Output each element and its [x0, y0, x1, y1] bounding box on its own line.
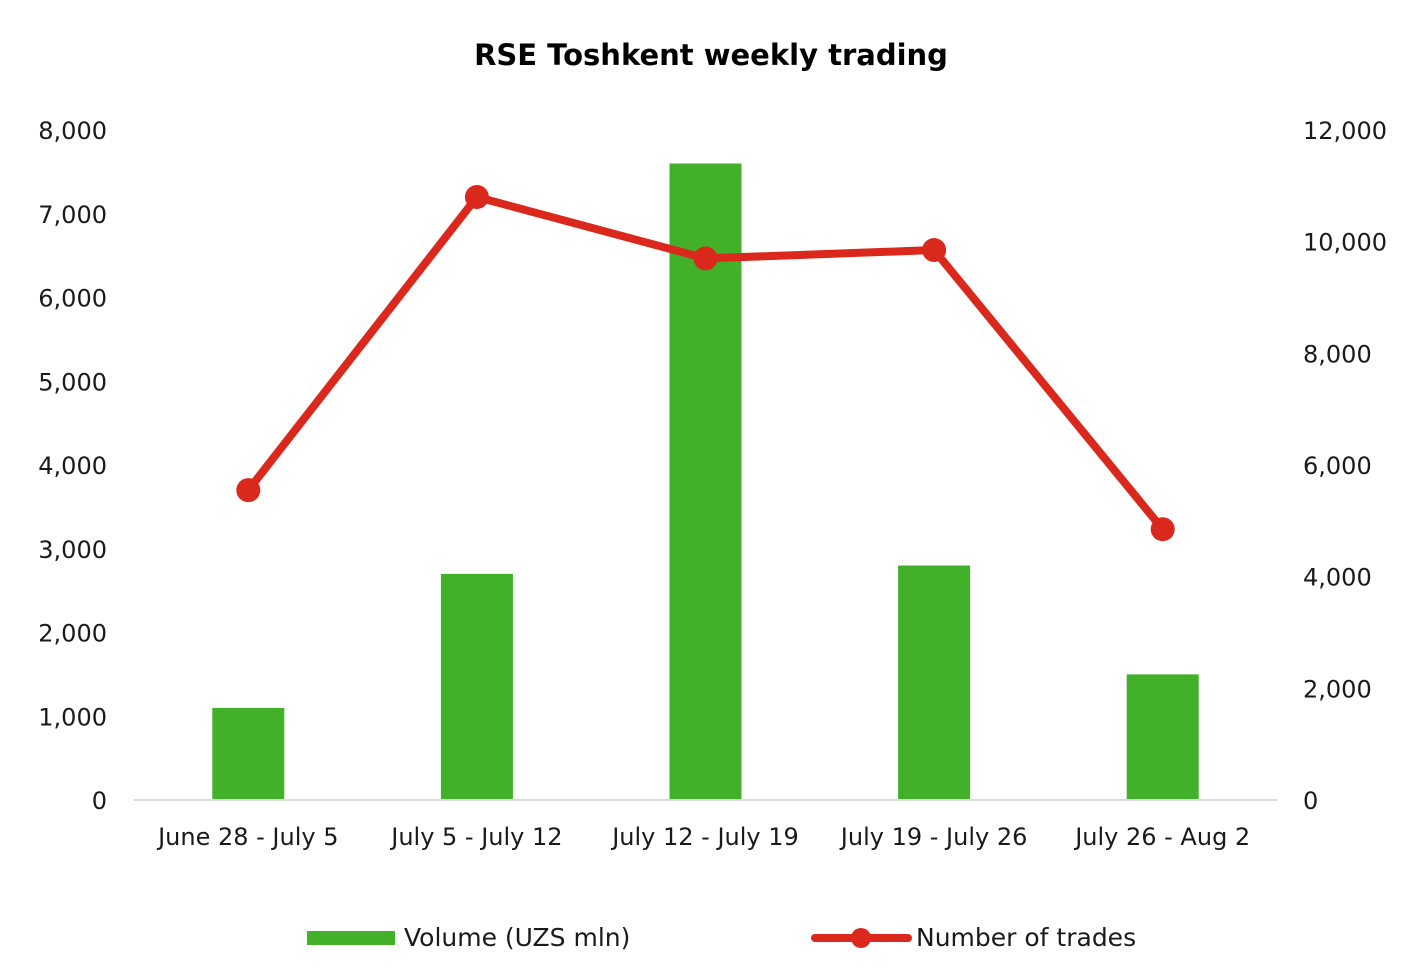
right-axis: 0 2,000 4,000 6,000 8,000 10,000 12,000: [1303, 117, 1387, 815]
category-label: July 12 - July 19: [610, 823, 799, 851]
volume-bar: [212, 707, 285, 800]
left-axis-tick-label: 1,000: [38, 703, 107, 731]
left-axis-tick-label: 5,000: [38, 368, 107, 396]
volume-bar: [898, 565, 971, 800]
legend-label-volume: Volume (UZS mln): [404, 923, 630, 952]
right-axis-tick-label: 0: [1303, 787, 1318, 815]
left-axis-tick-label: 4,000: [38, 452, 107, 480]
right-axis-tick-label: 2,000: [1303, 675, 1372, 703]
category-label: July 5 - July 12: [389, 823, 562, 851]
left-axis-tick-label: 7,000: [38, 201, 107, 229]
chart-title: RSE Toshkent weekly trading: [474, 38, 948, 72]
right-axis-tick-label: 12,000: [1303, 117, 1387, 145]
left-axis-tick-label: 0: [92, 787, 107, 815]
left-axis-tick-label: 2,000: [38, 620, 107, 648]
bar-series: [212, 163, 1199, 800]
left-axis: 0 1,000 2,000 3,000 4,000 5,000 6,000 7,000 8,00…: [38, 117, 107, 815]
category-label: July 26 - Aug 2: [1073, 823, 1250, 851]
right-axis-tick-label: 4,000: [1303, 564, 1372, 592]
left-axis-tick-label: 3,000: [38, 536, 107, 564]
legend-label-trades: Number of trades: [916, 923, 1136, 952]
x-axis-labels: June 28 - July 5 July 5 - July 12 July 12 …: [156, 823, 1250, 851]
volume-bar: [1126, 674, 1199, 800]
legend-swatch-volume: [307, 931, 395, 945]
category-label: June 28 - July 5: [156, 823, 338, 851]
trades-point: [922, 238, 947, 263]
left-axis-tick-label: 6,000: [38, 285, 107, 313]
trades-point: [464, 185, 489, 209]
category-label: July 19 - July 26: [839, 823, 1028, 851]
line-series: [236, 185, 1175, 542]
volume-bar: [440, 573, 513, 800]
trades-point: [693, 246, 718, 271]
trades-point: [1150, 517, 1175, 542]
legend-swatch-trades-marker: [851, 928, 871, 948]
right-axis-tick-label: 8,000: [1303, 340, 1372, 368]
right-axis-tick-label: 6,000: [1303, 452, 1372, 480]
legend: Volume (UZS mln) Number of trades: [307, 923, 1136, 952]
left-axis-tick-label: 8,000: [38, 117, 107, 145]
right-axis-tick-label: 10,000: [1303, 229, 1387, 257]
trades-point: [236, 478, 261, 503]
